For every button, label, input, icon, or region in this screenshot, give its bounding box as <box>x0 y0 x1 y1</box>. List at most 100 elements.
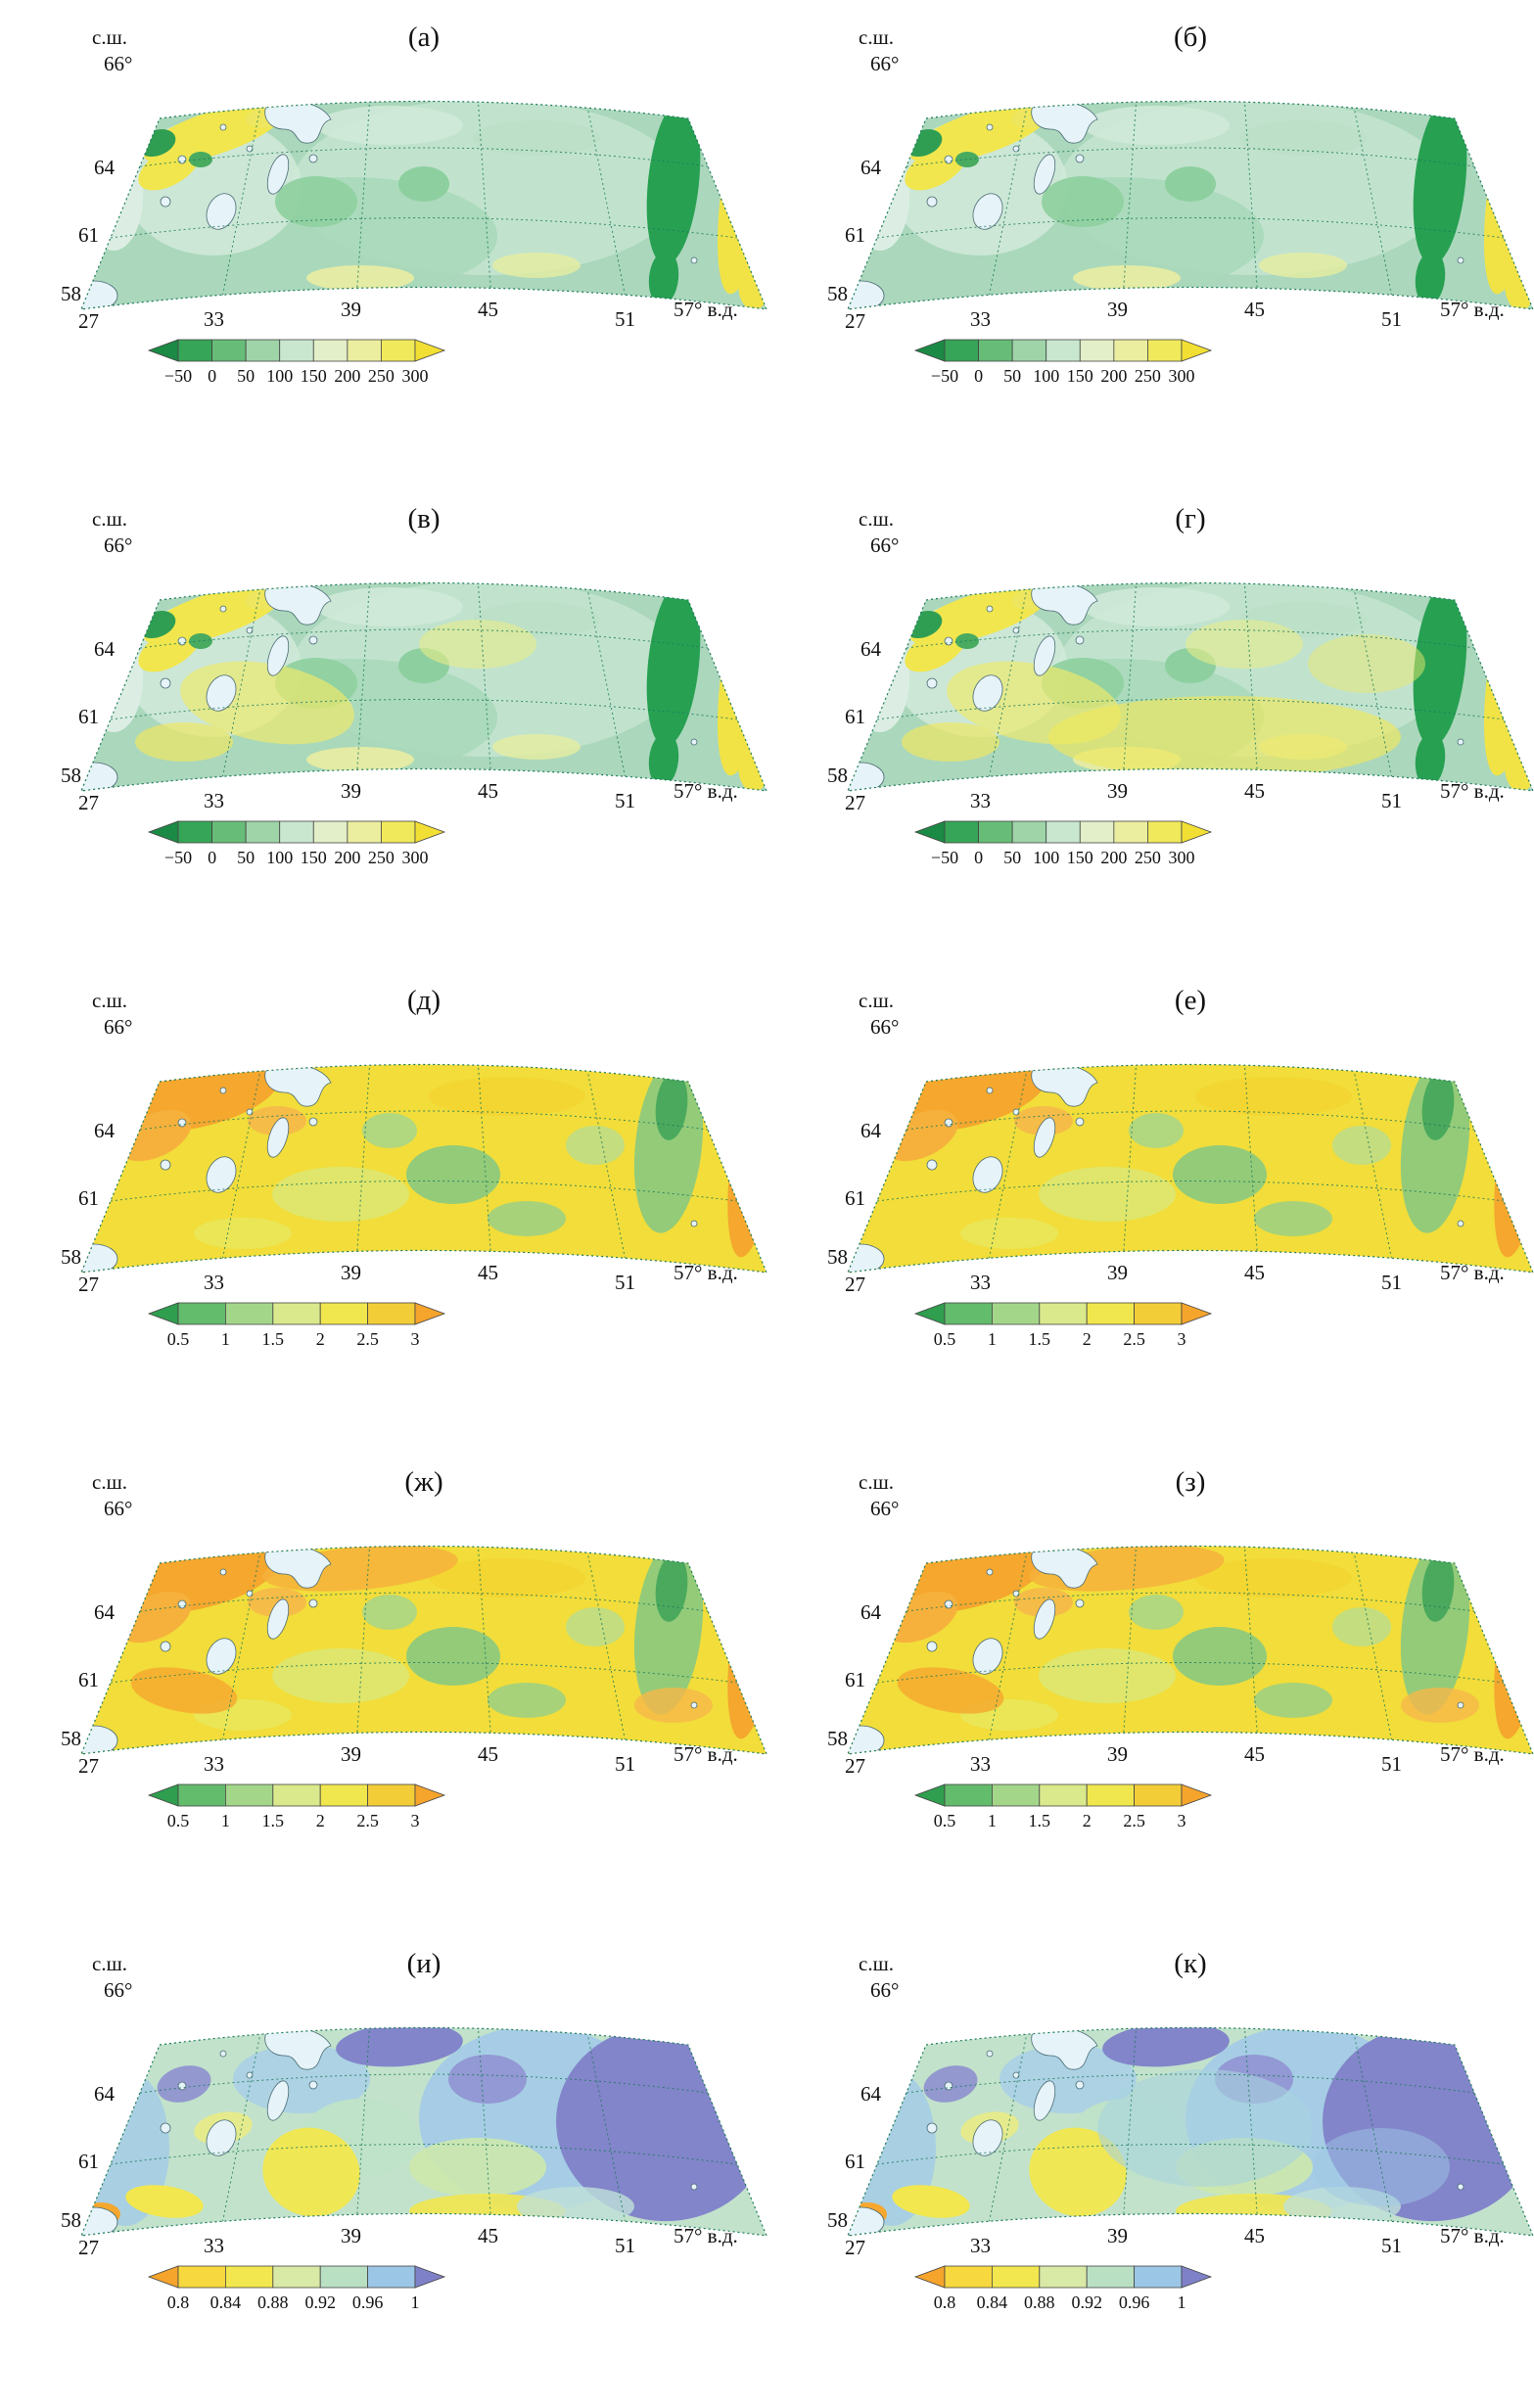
lat-label: 64 <box>860 156 881 179</box>
colorbar-segment <box>312 339 349 362</box>
map-panel: (з) с.ш. 66° 0.5 1 1.5 2 2.5 3 64 61 58 27 33 39 45… <box>806 1460 1534 1911</box>
lat-label: 61 <box>78 2150 99 2173</box>
lon-label: 51 <box>1381 1752 1402 1776</box>
colorbar-segment <box>312 820 349 844</box>
map-outline <box>80 1545 767 1755</box>
colorbar-tick: −50 <box>931 366 958 386</box>
colorbar-tick: 1 <box>221 1329 230 1349</box>
map-panel: (б) с.ш. 66° −50 0 50 100 150 200 250 300 64 61 5… <box>806 16 1534 466</box>
colorbar-segment <box>347 339 382 362</box>
lat-label: 64 <box>860 637 881 661</box>
colorbar-tick: 2.5 <box>356 1811 379 1830</box>
map-field <box>81 2027 767 2236</box>
colorbar-tick: 200 <box>1100 848 1127 867</box>
map-field <box>81 1546 767 1754</box>
lat-label: 64 <box>94 637 115 661</box>
colorbar-segment <box>1039 1783 1088 1807</box>
lon-label: 51 <box>615 1271 635 1294</box>
panel-label: (к) <box>1174 1948 1207 1979</box>
ns-label: с.ш. <box>92 1952 127 1975</box>
colorbar: −50 0 50 100 150 200 250 300 <box>147 339 446 386</box>
lat-label: 61 <box>845 705 865 728</box>
lon-label: 45 <box>478 1261 498 1284</box>
colorbar-tick: 50 <box>237 366 255 386</box>
ns-label: с.ш. <box>859 1470 894 1494</box>
colorbar-segment <box>1011 339 1047 362</box>
lon-label: 51 <box>615 307 635 331</box>
colorbar-left-arrow <box>147 2265 179 2289</box>
lon-label: 51 <box>615 2234 635 2257</box>
panel-label: (е) <box>1174 985 1207 1016</box>
colorbar-segment <box>381 339 416 362</box>
colorbar-tick: 1.5 <box>262 1811 285 1830</box>
colorbar-right-arrow <box>1181 1783 1213 1807</box>
lon-label: 27 <box>845 1273 865 1296</box>
lon-label: 39 <box>1107 1742 1128 1766</box>
lat-label: 64 <box>860 1119 881 1142</box>
lat-label: 61 <box>78 1186 99 1210</box>
colorbar-tick: 0.96 <box>352 2292 384 2312</box>
lat-label: 61 <box>845 2150 865 2173</box>
colorbar-left-arrow <box>147 1302 179 1325</box>
map-outline <box>847 1545 1534 1755</box>
lakes <box>848 2027 1482 2236</box>
colorbar-tick: 3 <box>411 1811 420 1830</box>
colorbar-tick: 1 <box>411 2292 420 2312</box>
colorbar-segment <box>992 2265 1041 2289</box>
lon-label: 45 <box>478 779 498 803</box>
map-field <box>848 101 1533 309</box>
lat-label: 64 <box>860 2082 881 2106</box>
map-canvas <box>847 581 1534 792</box>
colorbar-tick: 250 <box>368 848 395 867</box>
lat-top-label: 66° <box>104 1015 133 1039</box>
lon-label: 33 <box>204 789 224 812</box>
colorbar-tick: 0.96 <box>1119 2292 1150 2312</box>
colorbar-right-arrow <box>1181 820 1213 844</box>
lakes <box>848 101 1482 309</box>
colorbar-tick: 200 <box>1100 366 1127 386</box>
lon-label: 39 <box>1107 298 1128 321</box>
lon-label: 57° в.д. <box>674 779 738 803</box>
graticule <box>110 1064 738 1273</box>
colorbar-segment <box>992 1783 1041 1807</box>
colorbar-segment <box>177 820 212 844</box>
lon-label: 51 <box>615 789 635 812</box>
lon-label: 27 <box>845 2236 865 2259</box>
colorbar: 0.8 0.84 0.88 0.92 0.96 1 <box>147 2265 446 2312</box>
colorbar-segment <box>1113 820 1148 844</box>
lon-label: 57° в.д. <box>674 298 738 321</box>
colorbar-left-arrow <box>147 339 179 362</box>
panel-label: (г) <box>1175 503 1206 534</box>
colorbar-right-arrow <box>414 1302 446 1325</box>
colorbar-tick: 3 <box>1178 1811 1186 1830</box>
colorbar-segment <box>1039 2265 1088 2289</box>
lat-top-label: 66° <box>870 533 900 557</box>
colorbar-segment <box>272 2265 321 2289</box>
colorbar-tick: 1 <box>1178 2292 1186 2312</box>
lon-label: 33 <box>204 1271 224 1294</box>
lon-label: 57° в.д. <box>1440 779 1505 803</box>
lon-label: 57° в.д. <box>1440 1742 1505 1766</box>
lon-label: 45 <box>478 298 498 321</box>
lon-label: 27 <box>845 791 865 814</box>
panel-label: (з) <box>1175 1466 1206 1498</box>
colorbar-segment <box>1134 2265 1183 2289</box>
colorbar-tick: 0.88 <box>1024 2292 1055 2312</box>
lon-label: 33 <box>204 307 224 331</box>
colorbar-right-arrow <box>1181 339 1213 362</box>
lon-label: 39 <box>341 2224 361 2247</box>
colorbar-left-arrow <box>913 1783 946 1807</box>
map-outline <box>80 1063 767 1273</box>
lon-label: 33 <box>970 789 991 812</box>
colorbar-segment <box>319 2265 368 2289</box>
lon-label: 39 <box>341 1742 361 1766</box>
colorbar-tick: 0.8 <box>167 2292 190 2312</box>
lon-label: 27 <box>845 1754 865 1778</box>
colorbar-tick: 1.5 <box>1029 1811 1051 1830</box>
ns-label: с.ш. <box>859 25 894 49</box>
lon-label: 27 <box>78 1273 99 1296</box>
colorbar-segment <box>944 1783 993 1807</box>
colorbar-segment <box>272 1302 321 1325</box>
colorbar: −50 0 50 100 150 200 250 300 <box>913 339 1213 386</box>
lat-label: 64 <box>94 1119 115 1142</box>
